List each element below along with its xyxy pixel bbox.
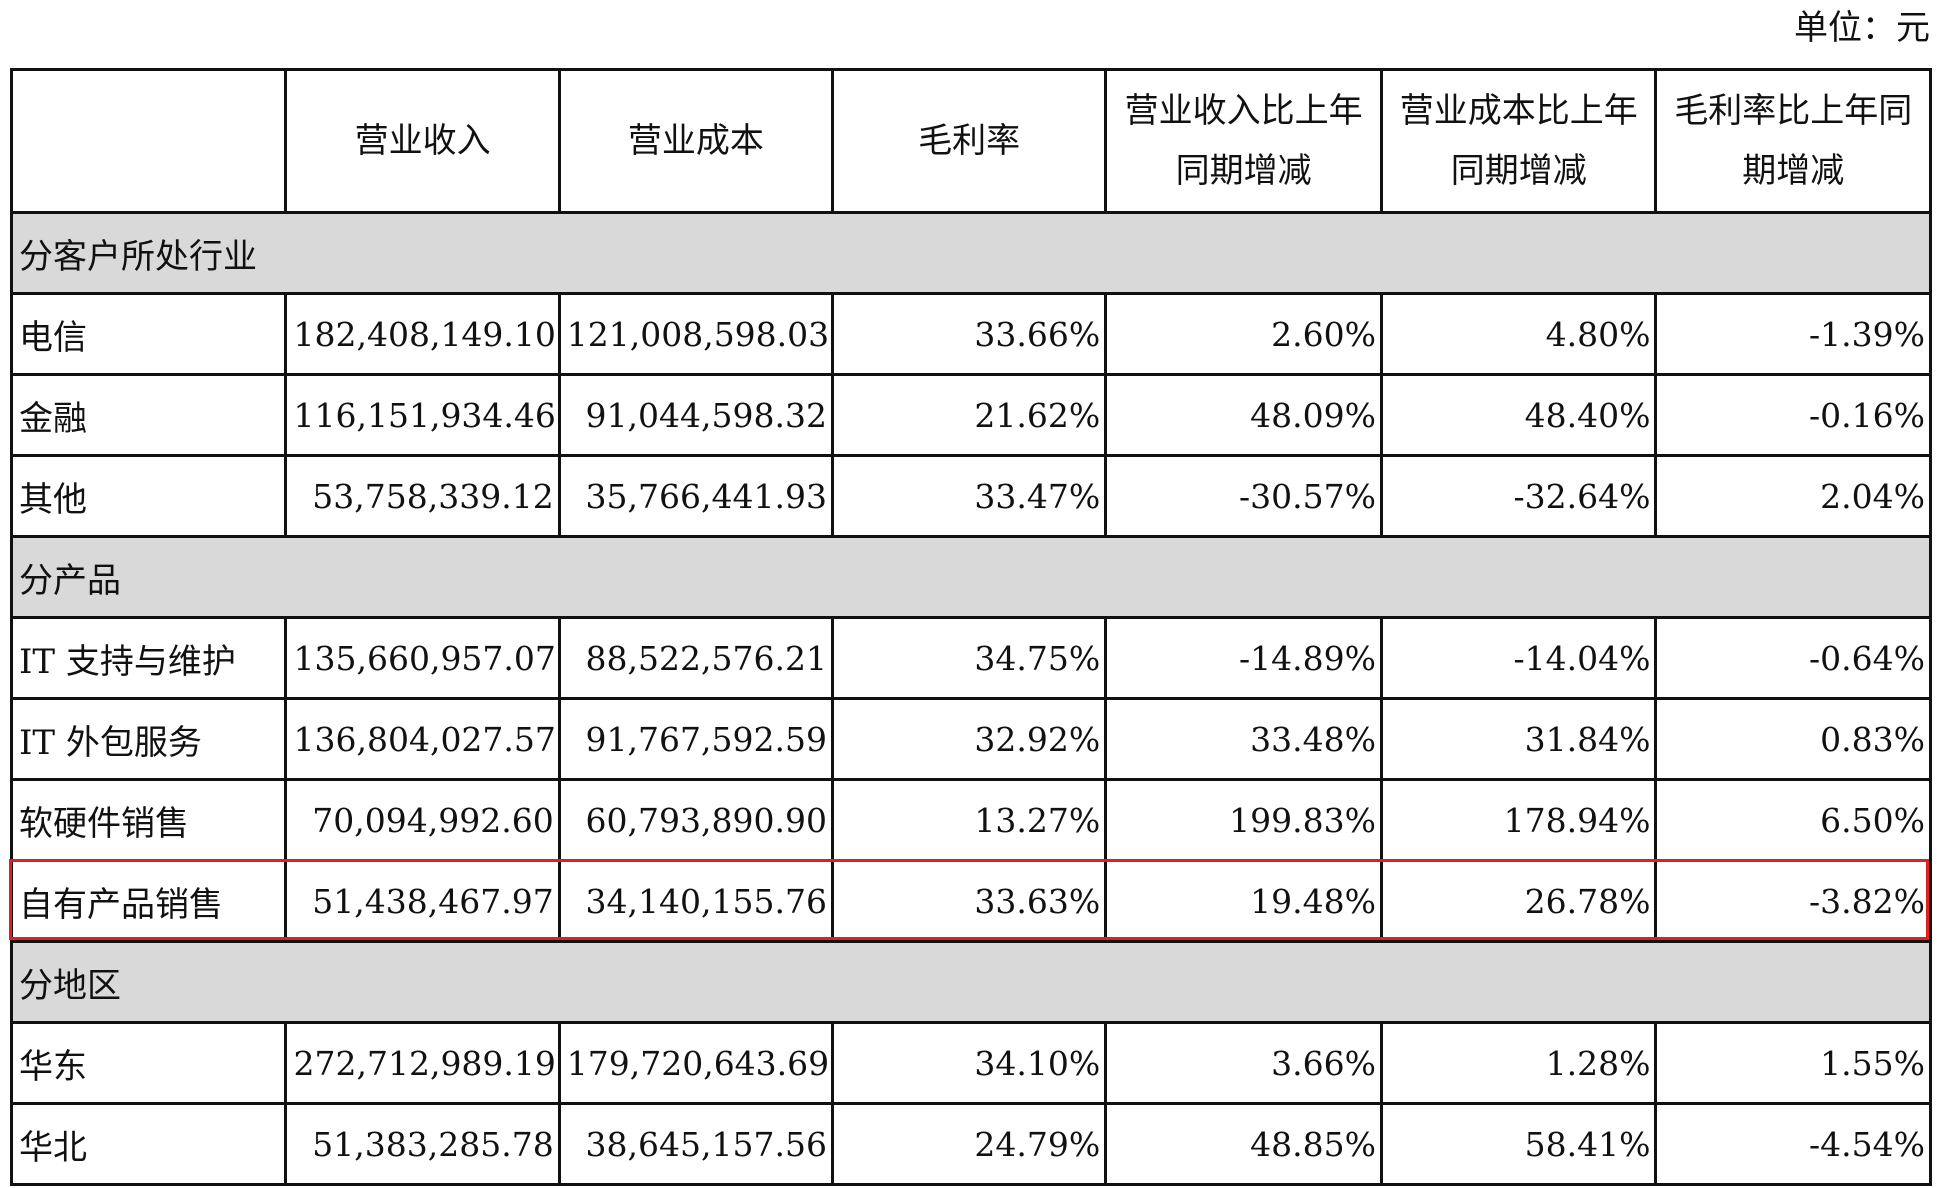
- header-text-line: 营业收入: [354, 121, 491, 161]
- section-title: 分产品: [10, 535, 1932, 619]
- table-row: 电信 182,408,149.10 121,008,598.03 33.66% 2.60…: [9, 292, 1932, 376]
- revenue-cell: 116,151,934.46: [284, 373, 561, 457]
- revenue-cell: 51,438,467.97: [284, 859, 561, 943]
- table-row: 软硬件销售 70,094,992.60 60,793,890.90 13.27% 199…: [9, 778, 1932, 862]
- header-gross-margin: 毛利率: [830, 68, 1108, 214]
- header-text-line: 毛利率比上年同: [1674, 91, 1913, 131]
- section-title: 分地区: [10, 940, 1932, 1024]
- header-text-line: 毛利率: [918, 121, 1021, 161]
- revenue-cell: 70,094,992.60: [284, 778, 561, 862]
- header-margin-yoy: 毛利率比上年同 期增减: [1654, 68, 1932, 214]
- revenue-yoy-cell: 48.85%: [1104, 1102, 1383, 1186]
- header-text-line: 营业成本比上年: [1399, 91, 1638, 131]
- header-revenue: 营业收入: [284, 68, 561, 214]
- cost-yoy-cell: 58.41%: [1379, 1102, 1658, 1186]
- revenue-cell: 51,383,285.78: [284, 1102, 561, 1186]
- gross-margin-cell: 24.79%: [830, 1102, 1108, 1186]
- revenue-yoy-cell: -30.57%: [1104, 454, 1383, 538]
- header-text-line: 同期增减: [1450, 151, 1587, 191]
- margin-yoy-cell: -1.39%: [1654, 292, 1932, 376]
- gross-margin-cell: 32.92%: [830, 697, 1108, 781]
- revenue-yoy-cell: 19.48%: [1104, 859, 1383, 943]
- margin-yoy-cell: 2.04%: [1654, 454, 1932, 538]
- revenue-cell: 272,712,989.19: [284, 1021, 561, 1105]
- revenue-yoy-cell: 48.09%: [1104, 373, 1383, 457]
- gross-margin-cell: 21.62%: [830, 373, 1108, 457]
- header-cost-yoy: 营业成本比上年 同期增减: [1379, 68, 1658, 214]
- cost-yoy-cell: 26.78%: [1379, 859, 1658, 943]
- header-blank: [9, 68, 288, 214]
- unit-note: 单位：元: [1794, 8, 1930, 48]
- table-row: 自有产品销售 51,438,467.97 34,140,155.76 33.63% 19…: [9, 859, 1932, 943]
- header-text-line: 营业收入比上年: [1124, 91, 1363, 131]
- row-label: 软硬件销售: [9, 778, 288, 862]
- row-label: 华北: [9, 1102, 288, 1186]
- row-label: 华东: [9, 1021, 288, 1105]
- revenue-yoy-cell: -14.89%: [1104, 616, 1383, 700]
- cost-cell: 60,793,890.90: [557, 778, 834, 862]
- header-row: 营业收入 营业成本 毛利率 营业收入比上年 同期增减 营业成本比上年 同期增减 毛利率比上年同…: [9, 68, 1932, 214]
- cost-cell: 121,008,598.03: [557, 292, 834, 376]
- header-text-line: 营业成本: [627, 121, 764, 161]
- revenue-yoy-cell: 2.60%: [1104, 292, 1383, 376]
- row-label: 自有产品销售: [9, 859, 288, 943]
- cost-yoy-cell: -14.04%: [1379, 616, 1658, 700]
- cost-cell: 35,766,441.93: [557, 454, 834, 538]
- revenue-cell: 53,758,339.12: [284, 454, 561, 538]
- gross-margin-cell: 33.66%: [830, 292, 1108, 376]
- financial-table: 营业收入 营业成本 毛利率 营业收入比上年 同期增减 营业成本比上年 同期增减 毛利率比上年同…: [9, 68, 1932, 1186]
- revenue-cell: 182,408,149.10: [284, 292, 561, 376]
- table-row: IT 外包服务 136,804,027.57 91,767,592.59 32.92%…: [9, 697, 1932, 781]
- revenue-yoy-cell: 33.48%: [1104, 697, 1383, 781]
- cost-yoy-cell: -32.64%: [1379, 454, 1658, 538]
- cost-yoy-cell: 1.28%: [1379, 1021, 1658, 1105]
- section-row: 分产品: [10, 535, 1932, 619]
- cost-yoy-cell: 31.84%: [1379, 697, 1658, 781]
- revenue-yoy-cell: 199.83%: [1104, 778, 1383, 862]
- section-row: 分地区: [10, 940, 1932, 1024]
- row-label: 其他: [9, 454, 288, 538]
- table-row: 华北 51,383,285.78 38,645,157.56 24.79% 48.85%…: [9, 1102, 1932, 1186]
- row-label: 电信: [9, 292, 288, 376]
- row-label: 金融: [9, 373, 288, 457]
- cost-cell: 91,044,598.32: [557, 373, 834, 457]
- cost-cell: 179,720,643.69: [557, 1021, 834, 1105]
- cost-cell: 88,522,576.21: [557, 616, 834, 700]
- table-row: IT 支持与维护 135,660,957.07 88,522,576.21 34.75…: [9, 616, 1932, 700]
- margin-yoy-cell: -0.64%: [1654, 616, 1932, 700]
- cost-cell: 91,767,592.59: [557, 697, 834, 781]
- gross-margin-cell: 34.75%: [830, 616, 1108, 700]
- margin-yoy-cell: -0.16%: [1654, 373, 1932, 457]
- section-title: 分客户所处行业: [10, 211, 1932, 295]
- table-body: 营业收入 营业成本 毛利率 营业收入比上年 同期增减 营业成本比上年 同期增减 毛利率比上年同…: [9, 68, 1932, 1186]
- cost-cell: 34,140,155.76: [557, 859, 834, 943]
- header-text-line: 期增减: [1742, 151, 1845, 191]
- table-row: 华东 272,712,989.19 179,720,643.69 34.10% 3.66…: [9, 1021, 1932, 1105]
- gross-margin-cell: 13.27%: [830, 778, 1108, 862]
- margin-yoy-cell: -4.54%: [1654, 1102, 1932, 1186]
- revenue-cell: 136,804,027.57: [284, 697, 561, 781]
- gross-margin-cell: 34.10%: [830, 1021, 1108, 1105]
- table-row: 金融 116,151,934.46 91,044,598.32 21.62% 48.09…: [9, 373, 1932, 457]
- cost-yoy-cell: 48.40%: [1379, 373, 1658, 457]
- header-text-line: 同期增减: [1175, 151, 1312, 191]
- cost-cell: 38,645,157.56: [557, 1102, 834, 1186]
- margin-yoy-cell: 0.83%: [1654, 697, 1932, 781]
- gross-margin-cell: 33.47%: [830, 454, 1108, 538]
- margin-yoy-cell: 6.50%: [1654, 778, 1932, 862]
- row-label: IT 外包服务: [9, 697, 288, 781]
- row-label: IT 支持与维护: [9, 616, 288, 700]
- cost-yoy-cell: 178.94%: [1379, 778, 1658, 862]
- margin-yoy-cell: 1.55%: [1654, 1021, 1932, 1105]
- revenue-cell: 135,660,957.07: [284, 616, 561, 700]
- margin-yoy-cell: -3.82%: [1654, 859, 1932, 943]
- revenue-yoy-cell: 3.66%: [1104, 1021, 1383, 1105]
- header-revenue-yoy: 营业收入比上年 同期增减: [1104, 68, 1383, 214]
- cost-yoy-cell: 4.80%: [1379, 292, 1658, 376]
- section-row: 分客户所处行业: [10, 211, 1932, 295]
- gross-margin-cell: 33.63%: [830, 859, 1108, 943]
- header-cost: 营业成本: [557, 68, 834, 214]
- table-row: 其他 53,758,339.12 35,766,441.93 33.47% -30.57…: [9, 454, 1932, 538]
